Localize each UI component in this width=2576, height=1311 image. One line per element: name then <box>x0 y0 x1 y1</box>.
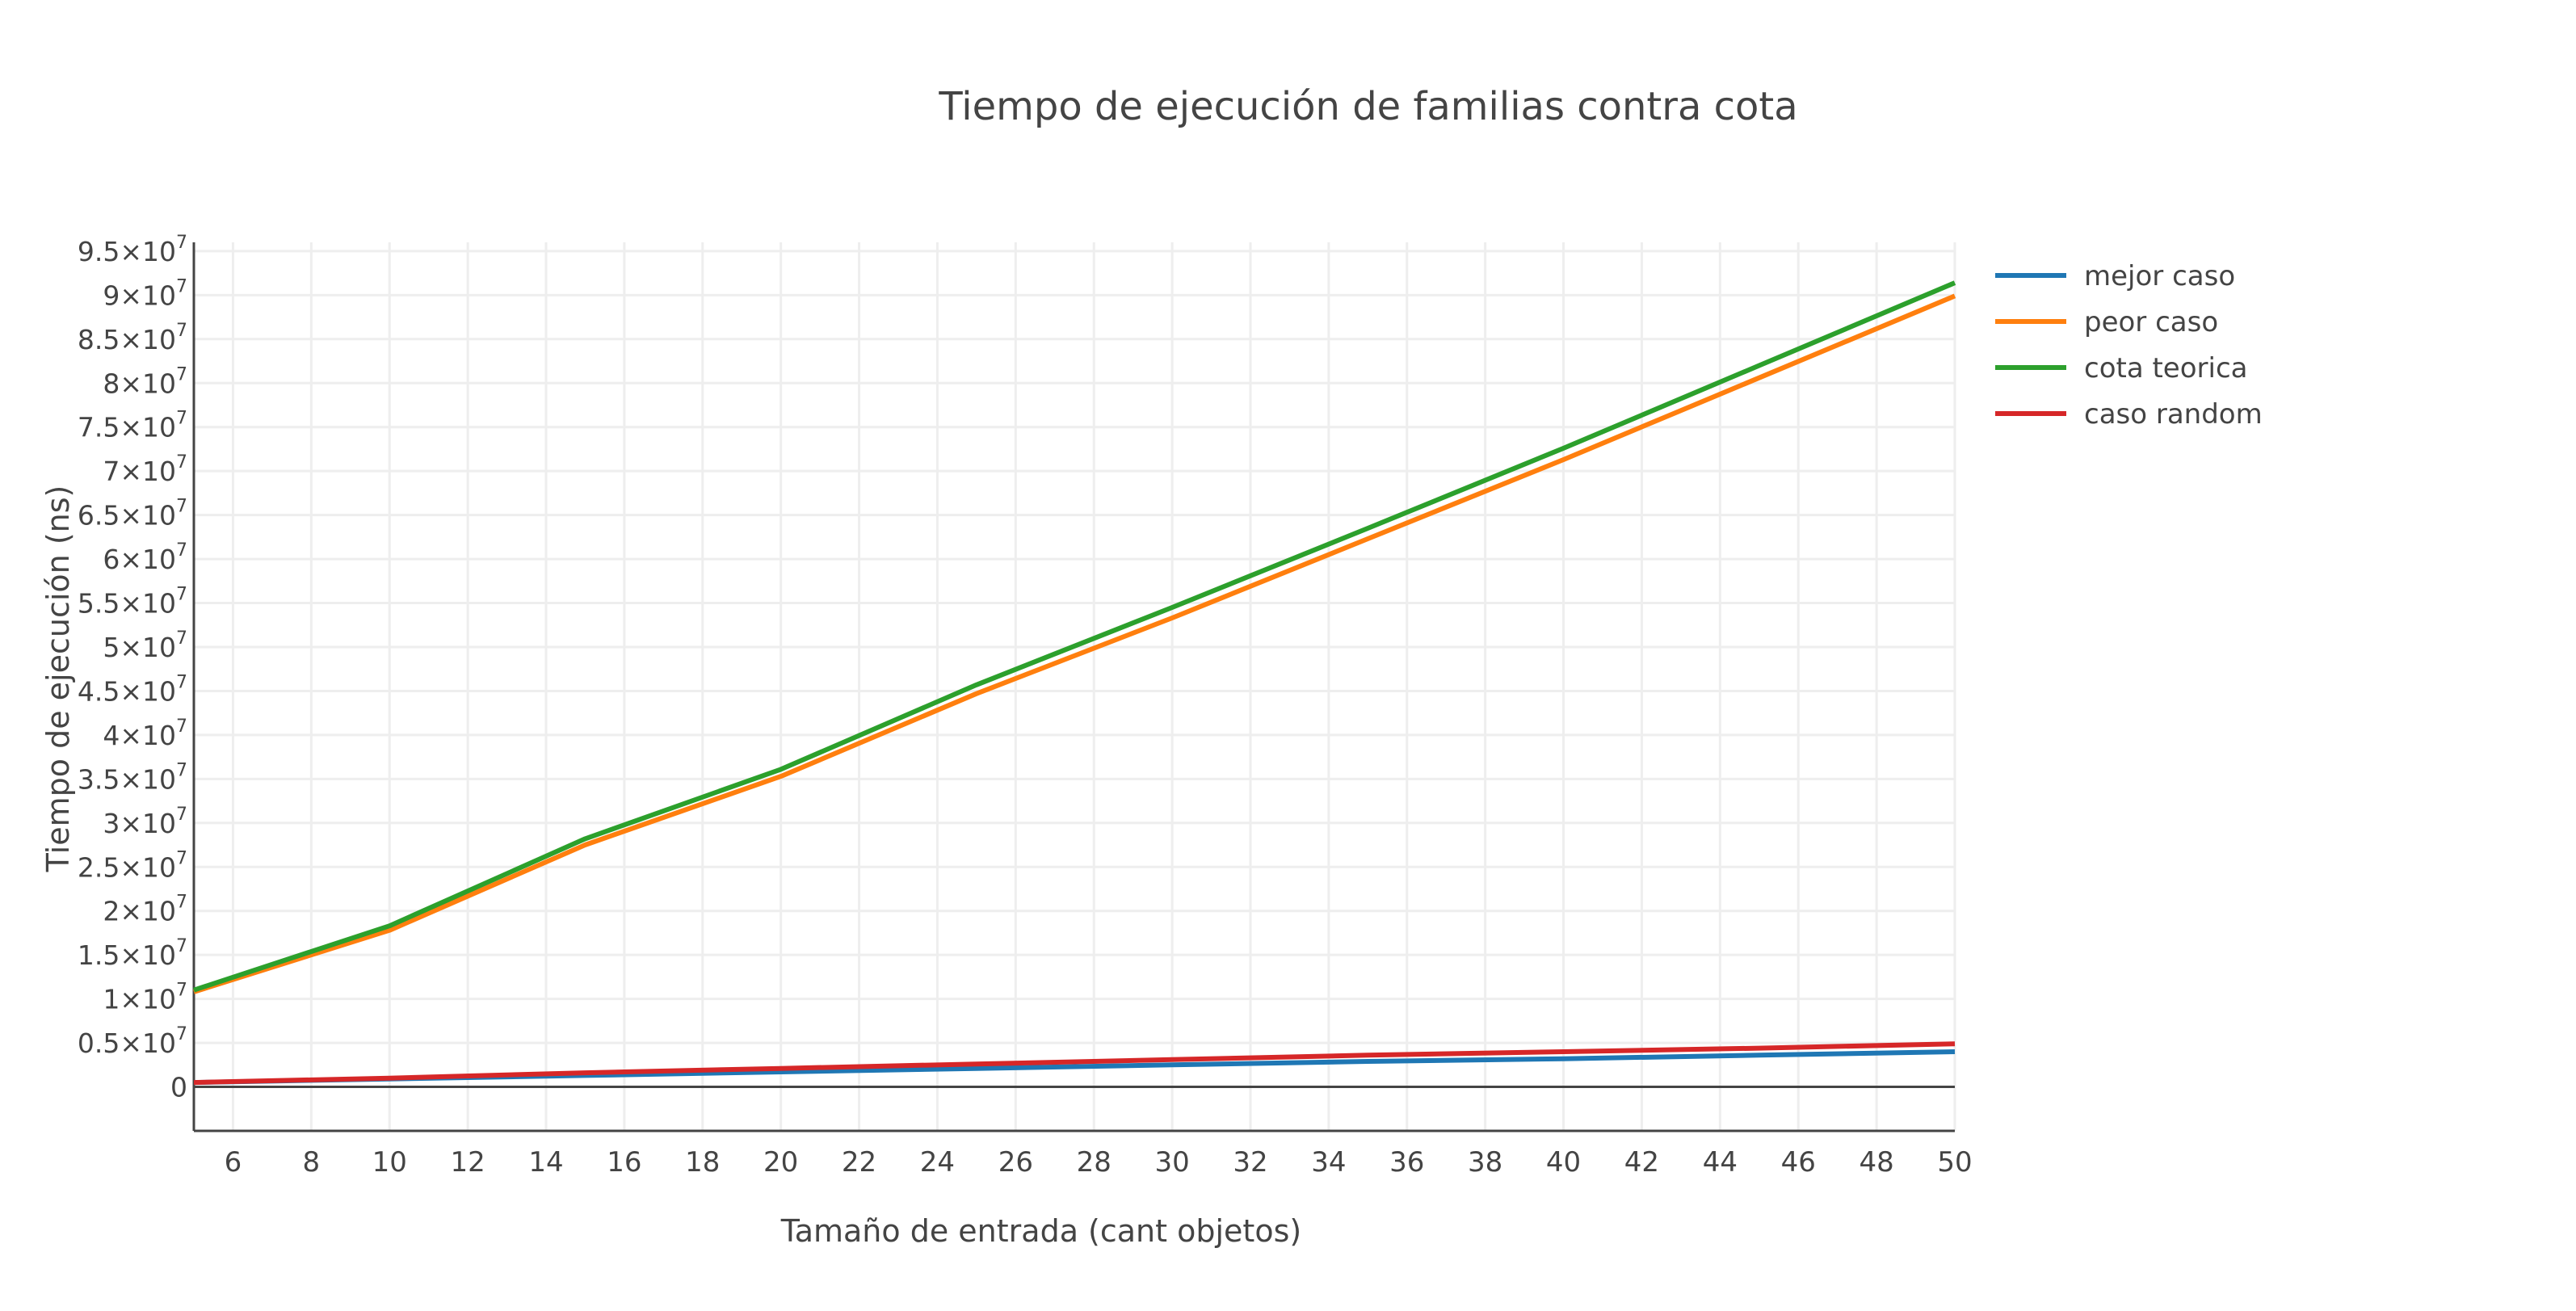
x-tick-label: 34 <box>1311 1146 1346 1179</box>
y-tick-label: 8.5×107 <box>78 321 187 355</box>
y-tick-label: 8×107 <box>103 364 187 399</box>
axes <box>192 242 1955 1132</box>
y-tick-label: 1.5×107 <box>78 936 187 971</box>
legend-label: cota teorica <box>2084 352 2247 384</box>
y-tick-labels: 0 0.5×107 1×107 1.5×107 2×107 2.5×107 3×107 3.5… <box>78 233 187 1103</box>
grid <box>194 242 1956 1131</box>
x-tick-label: 30 <box>1154 1146 1189 1179</box>
x-tick-label: 16 <box>607 1146 641 1179</box>
x-tick-label: 40 <box>1546 1146 1581 1179</box>
y-tick-label: 4×107 <box>103 716 187 751</box>
x-tick-label: 50 <box>1937 1146 1972 1179</box>
x-tick-label: 22 <box>842 1146 876 1179</box>
y-tick-label: 3×107 <box>103 805 187 839</box>
x-tick-label: 42 <box>1624 1146 1659 1179</box>
y-tick-label: 0 <box>170 1072 187 1103</box>
y-tick-label: 1×107 <box>103 981 187 1015</box>
y-tick-label: 9.5×107 <box>78 233 187 267</box>
x-tick-label: 38 <box>1468 1146 1502 1179</box>
x-tick-label: 8 <box>303 1146 321 1179</box>
x-tick-label: 24 <box>920 1146 955 1179</box>
x-tick-label: 46 <box>1781 1146 1816 1179</box>
y-tick-label: 7.5×107 <box>78 409 187 443</box>
x-tick-label: 26 <box>998 1146 1033 1179</box>
y-tick-label: 4.5×107 <box>78 672 187 707</box>
y-tick-label: 5.5×107 <box>78 585 187 620</box>
legend-label: caso random <box>2084 398 2263 431</box>
y-tick-label: 7×107 <box>103 452 187 487</box>
y-tick-label: 9×107 <box>103 276 187 311</box>
x-tick-label: 36 <box>1389 1146 1424 1179</box>
y-tick-label: 6×107 <box>103 540 187 575</box>
x-tick-label: 48 <box>1859 1146 1893 1179</box>
x-tick-label: 18 <box>685 1146 720 1179</box>
legend-label: peor caso <box>2084 306 2218 338</box>
series-line-2 <box>193 293 1956 994</box>
legend: mejor caso peor caso cota teorica caso rand… <box>1995 260 2263 431</box>
x-tick-labels: 6 8 10 12 14 16 18 20 22 24 26 28 30 32 34 36 38 40 42 44 46… <box>225 1146 1973 1179</box>
y-tick-label: 3.5×107 <box>78 760 187 795</box>
x-tick-label: 6 <box>225 1146 242 1179</box>
y-tick-label: 2.5×107 <box>78 848 187 883</box>
y-tick-label: 6.5×107 <box>78 497 187 532</box>
x-tick-label: 14 <box>528 1146 563 1179</box>
y-tick-label: 5×107 <box>103 628 187 663</box>
x-axis-label: Tamaño de entrada (cant objetos) <box>780 1213 1301 1249</box>
x-tick-label: 44 <box>1703 1146 1738 1179</box>
x-tick-label: 12 <box>450 1146 485 1179</box>
chart-title: Tiempo de ejecución de familias contra c… <box>938 84 1797 129</box>
x-tick-label: 32 <box>1233 1146 1267 1179</box>
series-lines <box>193 280 1956 1086</box>
x-tick-label: 28 <box>1077 1146 1112 1179</box>
y-axis-label: Tiempo de ejecución (ns) <box>40 485 76 873</box>
x-tick-label: 20 <box>763 1146 798 1179</box>
y-tick-label: 2×107 <box>103 893 187 927</box>
series-line-3 <box>193 280 1956 993</box>
legend-label: mejor caso <box>2084 260 2235 292</box>
y-tick-label: 0.5×107 <box>78 1024 187 1059</box>
x-tick-label: 10 <box>372 1146 407 1179</box>
series-line-4 <box>193 1041 1956 1086</box>
